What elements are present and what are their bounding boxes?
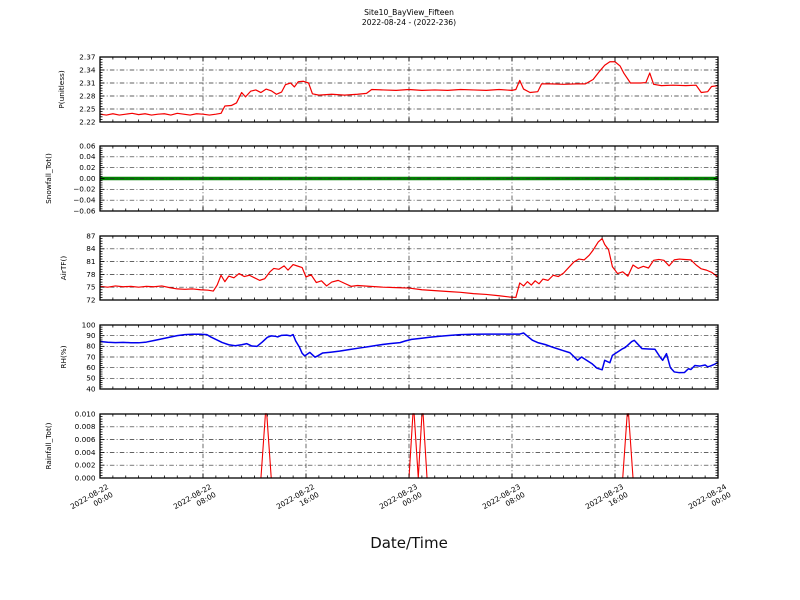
y-tick-label: 87	[86, 231, 96, 240]
y-tick-label: 0.008	[75, 422, 96, 431]
y-tick-label: 0.010	[75, 409, 96, 418]
y-tick-label: 84	[86, 244, 96, 253]
y-tick-label: 0.004	[75, 448, 96, 457]
y-tick-label: 0.04	[79, 152, 96, 161]
y-tick-label: 0.02	[79, 163, 95, 172]
y-tick-label: 0.000	[75, 473, 96, 482]
subplot-snowfall-tot: −0.06−0.04 −0.02 0.00 0.02 0.04 0.06 Snowfall_…	[44, 141, 719, 215]
y-tick-label: −0.04	[73, 196, 96, 205]
y-tick-label: 72	[86, 295, 95, 304]
subplot-rainfall-tot: 0.000 0.002 0.004 0.006 0.008 0.010 Rainfall_T…	[44, 409, 719, 482]
y-tick-label: 2.22	[79, 117, 95, 126]
y-tick-label: 2.28	[79, 91, 96, 100]
y-tick-label: 81	[86, 257, 95, 266]
y-tick-label: 0.002	[75, 461, 96, 470]
y-tick-label: 90	[86, 331, 96, 340]
y-tick-label: 0.006	[75, 435, 96, 444]
y-tick-label: 78	[86, 270, 96, 279]
subplot-airtf: 72 75 78 81 84 87 AirTF()	[59, 231, 719, 304]
subplot-p-unitless: 2.22 2.25 2.28 2.31 2.34 2.37 P(unitless)	[57, 52, 719, 126]
chart-title-line1: Site10_BayView_Fifteen	[364, 8, 454, 17]
y-axis-label-rainfall-tot: Rainfall_Tot()	[44, 422, 53, 469]
y-tick-label: 2.25	[79, 104, 95, 113]
x-axis-title: Date/Time	[370, 534, 448, 552]
series-airtf	[100, 237, 718, 299]
chart-title-line2: 2022-08-24 - (2022-236)	[361, 18, 457, 27]
series-p-unitless	[100, 61, 718, 116]
y-tick-label: 60	[86, 363, 96, 372]
y-tick-label: 2.31	[79, 78, 95, 87]
y-axis-label-p-unitless: P(unitless)	[57, 70, 66, 109]
y-tick-label: 75	[86, 283, 95, 292]
y-axis-label-rh: RH(%)	[59, 345, 68, 368]
y-tick-label: 2.34	[79, 65, 96, 74]
y-tick-label: −0.06	[73, 206, 96, 215]
y-axis-label-snowfall-tot: Snowfall_Tot()	[44, 153, 53, 204]
y-tick-label: 50	[86, 374, 96, 383]
y-tick-label: 0.06	[79, 141, 96, 150]
y-tick-label: 100	[82, 320, 96, 329]
y-tick-label: 0.00	[79, 174, 96, 183]
y-tick-label: 40	[86, 384, 96, 393]
y-tick-label: 70	[86, 352, 96, 361]
y-tick-label: 80	[86, 342, 96, 351]
series-rh	[100, 332, 718, 374]
y-tick-label: 2.37	[79, 52, 96, 61]
y-tick-label: −0.02	[73, 185, 95, 194]
y-axis-label-airtf: AirTF()	[59, 256, 68, 281]
